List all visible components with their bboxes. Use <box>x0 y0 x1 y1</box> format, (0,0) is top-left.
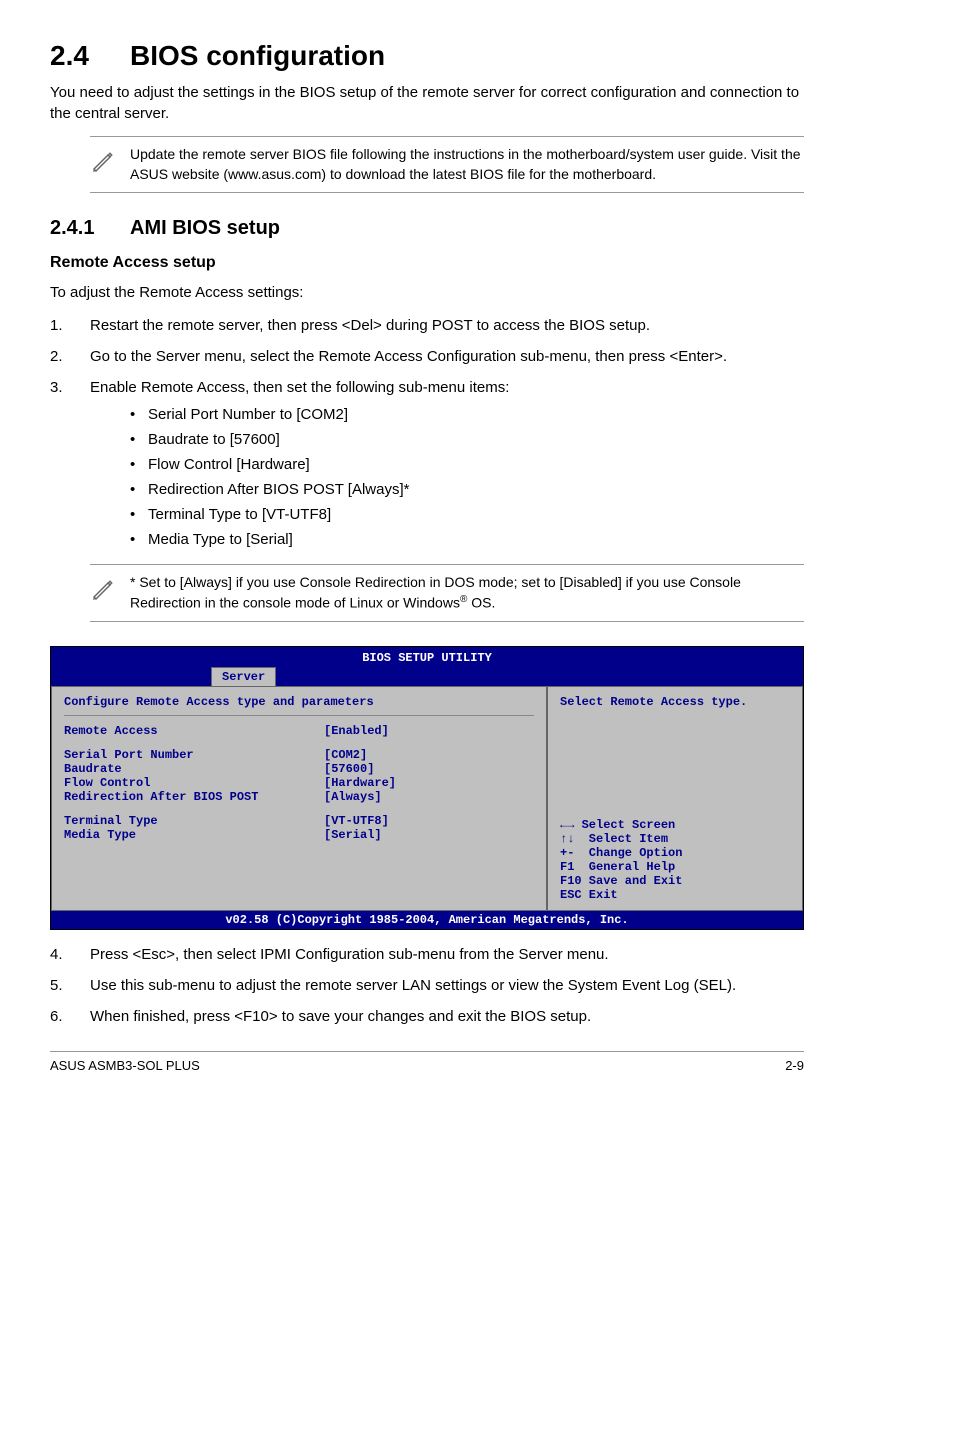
bios-right-panel: Select Remote Access type. ←→ Select Scr… <box>547 686 803 911</box>
bios-panel-heading: Configure Remote Access type and paramet… <box>64 695 534 716</box>
bios-left-panel: Configure Remote Access type and paramet… <box>51 686 547 911</box>
bios-field-label: Terminal Type <box>64 814 324 828</box>
bios-field-value: [COM2] <box>324 748 367 762</box>
step-text: Go to the Server menu, select the Remote… <box>90 346 727 367</box>
note-box: Update the remote server BIOS file follo… <box>90 136 804 193</box>
subsection-title: AMI BIOS setup <box>130 217 280 239</box>
steps-list-continued: 4.Press <Esc>, then select IPMI Configur… <box>50 944 804 1027</box>
page-footer: ASUS ASMB3-SOL PLUS 2-9 <box>50 1051 804 1073</box>
list-item: Media Type to [Serial] <box>130 529 509 550</box>
step-number: 4. <box>50 944 90 965</box>
bios-footer: v02.58 (C)Copyright 1985-2004, American … <box>51 911 803 929</box>
page-title: 2.4BIOS configuration <box>50 40 804 72</box>
list-item: Baudrate to [57600] <box>130 429 509 450</box>
step-text: Use this sub-menu to adjust the remote s… <box>90 975 736 996</box>
bios-field-value: [Serial] <box>324 828 382 842</box>
pencil-icon <box>90 573 130 608</box>
list-item: Flow Control [Hardware] <box>130 454 509 475</box>
footer-right: 2-9 <box>785 1058 804 1073</box>
subsection-heading: 2.4.1AMI BIOS setup <box>50 217 804 240</box>
bios-field-label: Redirection After BIOS POST <box>64 790 324 804</box>
section-title: BIOS configuration <box>130 40 385 71</box>
bios-field-value: [57600] <box>324 762 374 776</box>
intro-paragraph: You need to adjust the settings in the B… <box>50 82 804 124</box>
bios-help-top: Select Remote Access type. <box>560 695 790 709</box>
bios-field-label: Media Type <box>64 828 324 842</box>
steps-list: 1.Restart the remote server, then press … <box>50 315 804 554</box>
step-number: 2. <box>50 346 90 367</box>
bios-screenshot: BIOS SETUP UTILITY Server Configure Remo… <box>50 646 804 930</box>
bios-help-keys: ←→ Select Screen ↑↓ Select Item +- Chang… <box>560 818 790 902</box>
list-item: Serial Port Number to [COM2] <box>130 404 509 425</box>
bios-field-value: [VT-UTF8] <box>324 814 389 828</box>
bios-tab-server: Server <box>211 667 276 686</box>
bios-field-label: Remote Access <box>64 724 324 738</box>
lead-text: To adjust the Remote Access settings: <box>50 282 804 303</box>
bios-body: Configure Remote Access type and paramet… <box>51 686 803 911</box>
bullet-list: Serial Port Number to [COM2] Baudrate to… <box>90 404 509 550</box>
note-text: * Set to [Always] if you use Console Red… <box>130 573 804 613</box>
list-item: Redirection After BIOS POST [Always]* <box>130 479 509 500</box>
step-number: 3. <box>50 377 90 554</box>
bios-field-value: [Hardware] <box>324 776 396 790</box>
step-text: Restart the remote server, then press <D… <box>90 315 650 336</box>
step-text: When finished, press <F10> to save your … <box>90 1006 591 1027</box>
step-number: 6. <box>50 1006 90 1027</box>
pencil-icon <box>90 145 130 180</box>
sub-heading: Remote Access setup <box>50 254 804 272</box>
bios-titlebar: BIOS SETUP UTILITY Server <box>51 647 803 686</box>
bios-field-label: Baudrate <box>64 762 324 776</box>
bios-field-label: Serial Port Number <box>64 748 324 762</box>
bios-field-value: [Enabled] <box>324 724 389 738</box>
section-number: 2.4 <box>50 40 130 72</box>
note-box: * Set to [Always] if you use Console Red… <box>90 564 804 622</box>
bios-field-label: Flow Control <box>64 776 324 790</box>
footer-left: ASUS ASMB3-SOL PLUS <box>50 1058 200 1073</box>
step-text: Enable Remote Access, then set the follo… <box>90 379 509 396</box>
list-item: Terminal Type to [VT-UTF8] <box>130 504 509 525</box>
step-number: 1. <box>50 315 90 336</box>
bios-title: BIOS SETUP UTILITY <box>51 651 803 667</box>
step-number: 5. <box>50 975 90 996</box>
subsection-number: 2.4.1 <box>50 217 130 240</box>
bios-field-value: [Always] <box>324 790 382 804</box>
step-text: Press <Esc>, then select IPMI Configurat… <box>90 944 609 965</box>
note-text: Update the remote server BIOS file follo… <box>130 145 804 184</box>
